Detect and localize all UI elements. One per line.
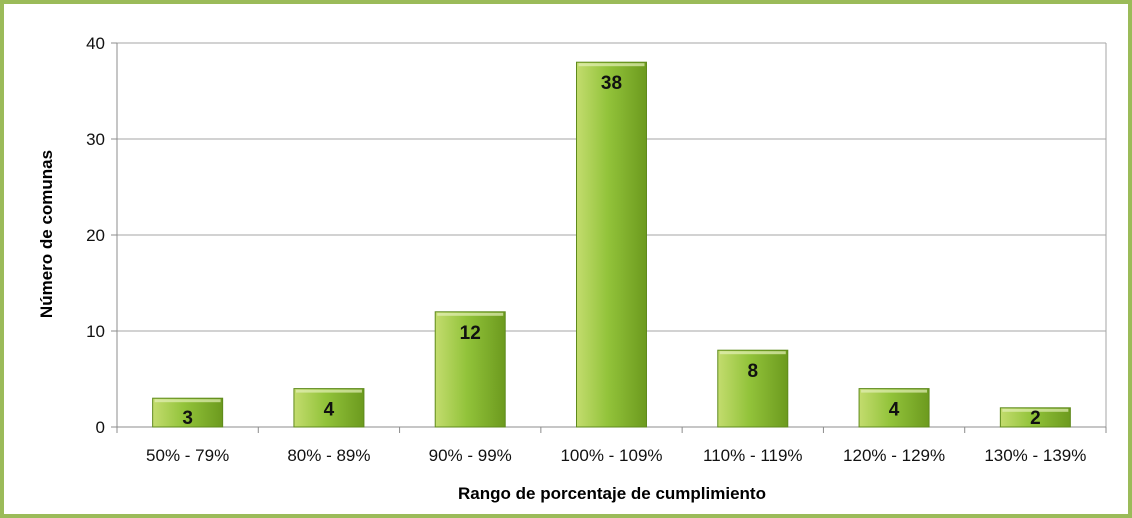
data-label: 4 bbox=[889, 400, 900, 421]
bars bbox=[152, 61, 1071, 428]
bar bbox=[293, 388, 365, 428]
y-tick-label-30: 30 bbox=[86, 130, 105, 149]
y-axis-title: Número de comunas bbox=[37, 150, 56, 318]
x-tick-label: 100% - 109% bbox=[560, 446, 662, 465]
data-label: 12 bbox=[460, 323, 481, 344]
data-label: 8 bbox=[747, 361, 758, 382]
bar-highlight bbox=[1002, 408, 1069, 412]
bar-highlight bbox=[295, 389, 362, 393]
bar bbox=[999, 407, 1071, 428]
y-tick-label-40: 40 bbox=[86, 34, 105, 53]
x-tick-label: 80% - 89% bbox=[287, 446, 370, 465]
x-tick-label: 130% - 139% bbox=[984, 446, 1086, 465]
data-label: 4 bbox=[324, 400, 335, 421]
labels: 50% - 79% 3 80% - 89% 4 90% - 99% 12 100% - 10… bbox=[146, 73, 1086, 465]
bar bbox=[434, 311, 506, 428]
data-label: 2 bbox=[1030, 408, 1041, 429]
bar-highlight bbox=[861, 389, 928, 393]
bar bbox=[858, 388, 930, 428]
bar bbox=[576, 61, 647, 428]
x-tick-label: 50% - 79% bbox=[146, 446, 229, 465]
bar bbox=[717, 349, 789, 428]
data-label: 38 bbox=[601, 73, 622, 94]
y-tick-label-10: 10 bbox=[86, 322, 105, 341]
bar-highlight bbox=[578, 63, 645, 67]
bar-highlight bbox=[719, 351, 786, 355]
y-tick-label-20: 20 bbox=[86, 226, 105, 245]
x-tick-label: 110% - 119% bbox=[703, 446, 803, 465]
x-tick-label: 90% - 99% bbox=[429, 446, 512, 465]
axes: 0 10 20 30 40 bbox=[86, 34, 1107, 437]
x-tick-label: 120% - 129% bbox=[843, 446, 945, 465]
bar bbox=[152, 397, 224, 428]
y-tick-label-0: 0 bbox=[96, 418, 105, 437]
bar-highlight bbox=[154, 399, 221, 403]
x-axis-title: Rango de porcentaje de cumplimiento bbox=[458, 484, 766, 503]
bar-highlight bbox=[437, 312, 504, 316]
data-label: 3 bbox=[182, 408, 193, 429]
